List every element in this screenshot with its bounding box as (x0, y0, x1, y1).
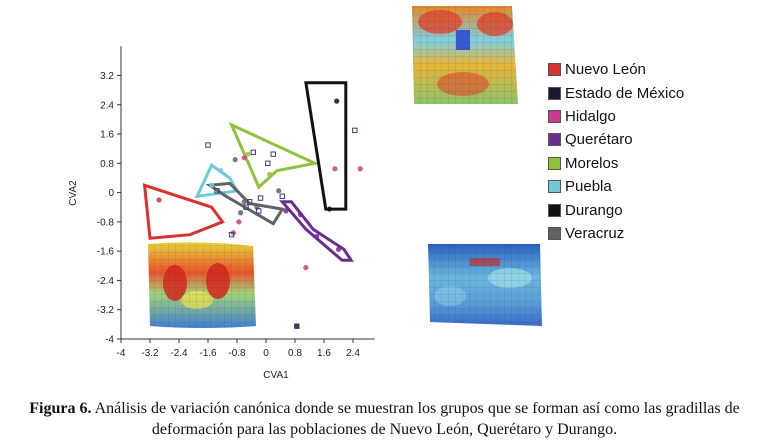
data-point (241, 155, 247, 161)
legend-swatch (548, 133, 561, 147)
legend-label: Estado de México (565, 84, 685, 102)
legend-swatch (548, 180, 561, 194)
x-tick-label: 0.8 (288, 348, 302, 359)
legend-swatch (548, 156, 561, 170)
hull-quer-taro (279, 200, 354, 262)
hull-morelos (228, 121, 320, 190)
legend-label: Morelos (565, 154, 619, 172)
x-tick-label: 1.6 (317, 348, 331, 359)
data-point-open (270, 151, 276, 157)
data-point (294, 323, 300, 329)
y-tick-label: 0.8 (100, 159, 114, 170)
x-axis-title: CVA1 (263, 370, 289, 381)
y-tick-label: 0 (108, 188, 114, 199)
legend-swatch (548, 226, 561, 240)
y-tick-label: 2.4 (100, 100, 114, 111)
data-point-open (250, 149, 257, 156)
x-tick-label: -1.6 (199, 348, 217, 359)
data-point-open (257, 195, 264, 201)
data-point-open (279, 193, 286, 199)
deformation-grid-queretaro (428, 244, 542, 326)
data-point (267, 171, 273, 177)
legend-label: Nuevo León (565, 61, 646, 79)
y-tick-label: -0.8 (97, 217, 115, 228)
legend-label: Durango (565, 201, 623, 219)
legend: Nuevo León Estado de México Hidalgo Quer… (548, 58, 684, 245)
data-point-open (246, 199, 253, 205)
y-tick-label: -4 (105, 335, 114, 346)
data-point-open (228, 231, 235, 238)
y-tick-label: -3.2 (97, 305, 115, 316)
y-tick-label: 1.6 (100, 130, 114, 141)
legend-item-estado-de-mexico: Estado de México (548, 81, 684, 104)
hull-durango (304, 81, 348, 211)
legend-item-queretaro: Querétaro (548, 128, 684, 151)
legend-label: Querétaro (565, 131, 633, 149)
data-point (332, 166, 338, 172)
data-point (314, 233, 320, 240)
data-point (218, 168, 224, 174)
data-point (335, 246, 342, 252)
x-tick-label: 0 (263, 348, 269, 359)
data-point (156, 197, 162, 203)
y-tick-label: 3.2 (100, 71, 114, 82)
legend-item-durango: Durango (548, 198, 684, 221)
y-axis-title: CVA2 (68, 180, 79, 206)
hull-veracruz (205, 181, 285, 226)
data-point (241, 199, 247, 205)
hull-nuevo-le-n (142, 183, 225, 240)
legend-label: Hidalgo (565, 107, 616, 125)
x-tick-label: 2.4 (346, 348, 360, 359)
data-point-open (294, 323, 300, 329)
data-point (326, 206, 333, 212)
data-points (156, 98, 363, 329)
caption-label: Figura 6. (29, 400, 92, 417)
data-point (303, 265, 309, 271)
caption-text: Análisis de variación canónica donde se … (91, 400, 740, 438)
data-point (209, 182, 215, 188)
data-point-open (214, 188, 220, 194)
deformation-grid-durango (412, 6, 518, 104)
data-point-open (243, 204, 249, 210)
figure-caption: Figura 6. Análisis de variación canónica… (0, 398, 769, 440)
data-point-open (256, 208, 262, 214)
data-point-open (205, 142, 211, 148)
data-point-open (265, 160, 271, 167)
y-tick-label: -1.6 (97, 247, 115, 258)
legend-label: Veracruz (565, 224, 625, 242)
legend-swatch (548, 109, 561, 123)
legend-swatch (548, 86, 561, 100)
data-point (232, 157, 238, 163)
x-tick-label: -2.4 (170, 348, 188, 359)
legend-item-veracruz: Veracruz (548, 222, 684, 245)
legend-swatch (548, 63, 561, 77)
data-point (245, 151, 251, 157)
data-point (334, 98, 340, 104)
cva-chart: -4 -3.2 -2.4 -1.6 -0.8 0 0.8 1.6 2.4 3.2 2.4 1.6 0.8… (68, 6, 542, 381)
group-hulls (142, 81, 354, 262)
axes: -4 -3.2 -2.4 -1.6 -0.8 0 0.8 1.6 2.4 3.2 2.4 1.6 0.8… (97, 46, 375, 359)
y-tick-label: -2.4 (97, 276, 115, 287)
data-point (283, 208, 289, 214)
legend-swatch (548, 203, 561, 217)
data-point (276, 188, 282, 194)
deformation-grid-nuevo-leon (148, 242, 256, 328)
legend-item-puebla: Puebla (548, 175, 684, 198)
x-tick-label: -3.2 (141, 348, 159, 359)
data-point (357, 166, 363, 172)
data-point-open (352, 127, 358, 134)
legend-label: Puebla (565, 178, 612, 196)
x-tick-label: -4 (117, 348, 126, 359)
data-point (236, 219, 242, 225)
x-tick-label: -0.8 (228, 348, 246, 359)
legend-item-hidalgo: Hidalgo (548, 105, 684, 128)
data-point (297, 211, 304, 218)
legend-item-morelos: Morelos (548, 152, 684, 175)
data-point (238, 210, 244, 216)
legend-item-nuevo-leon: Nuevo León (548, 58, 684, 81)
